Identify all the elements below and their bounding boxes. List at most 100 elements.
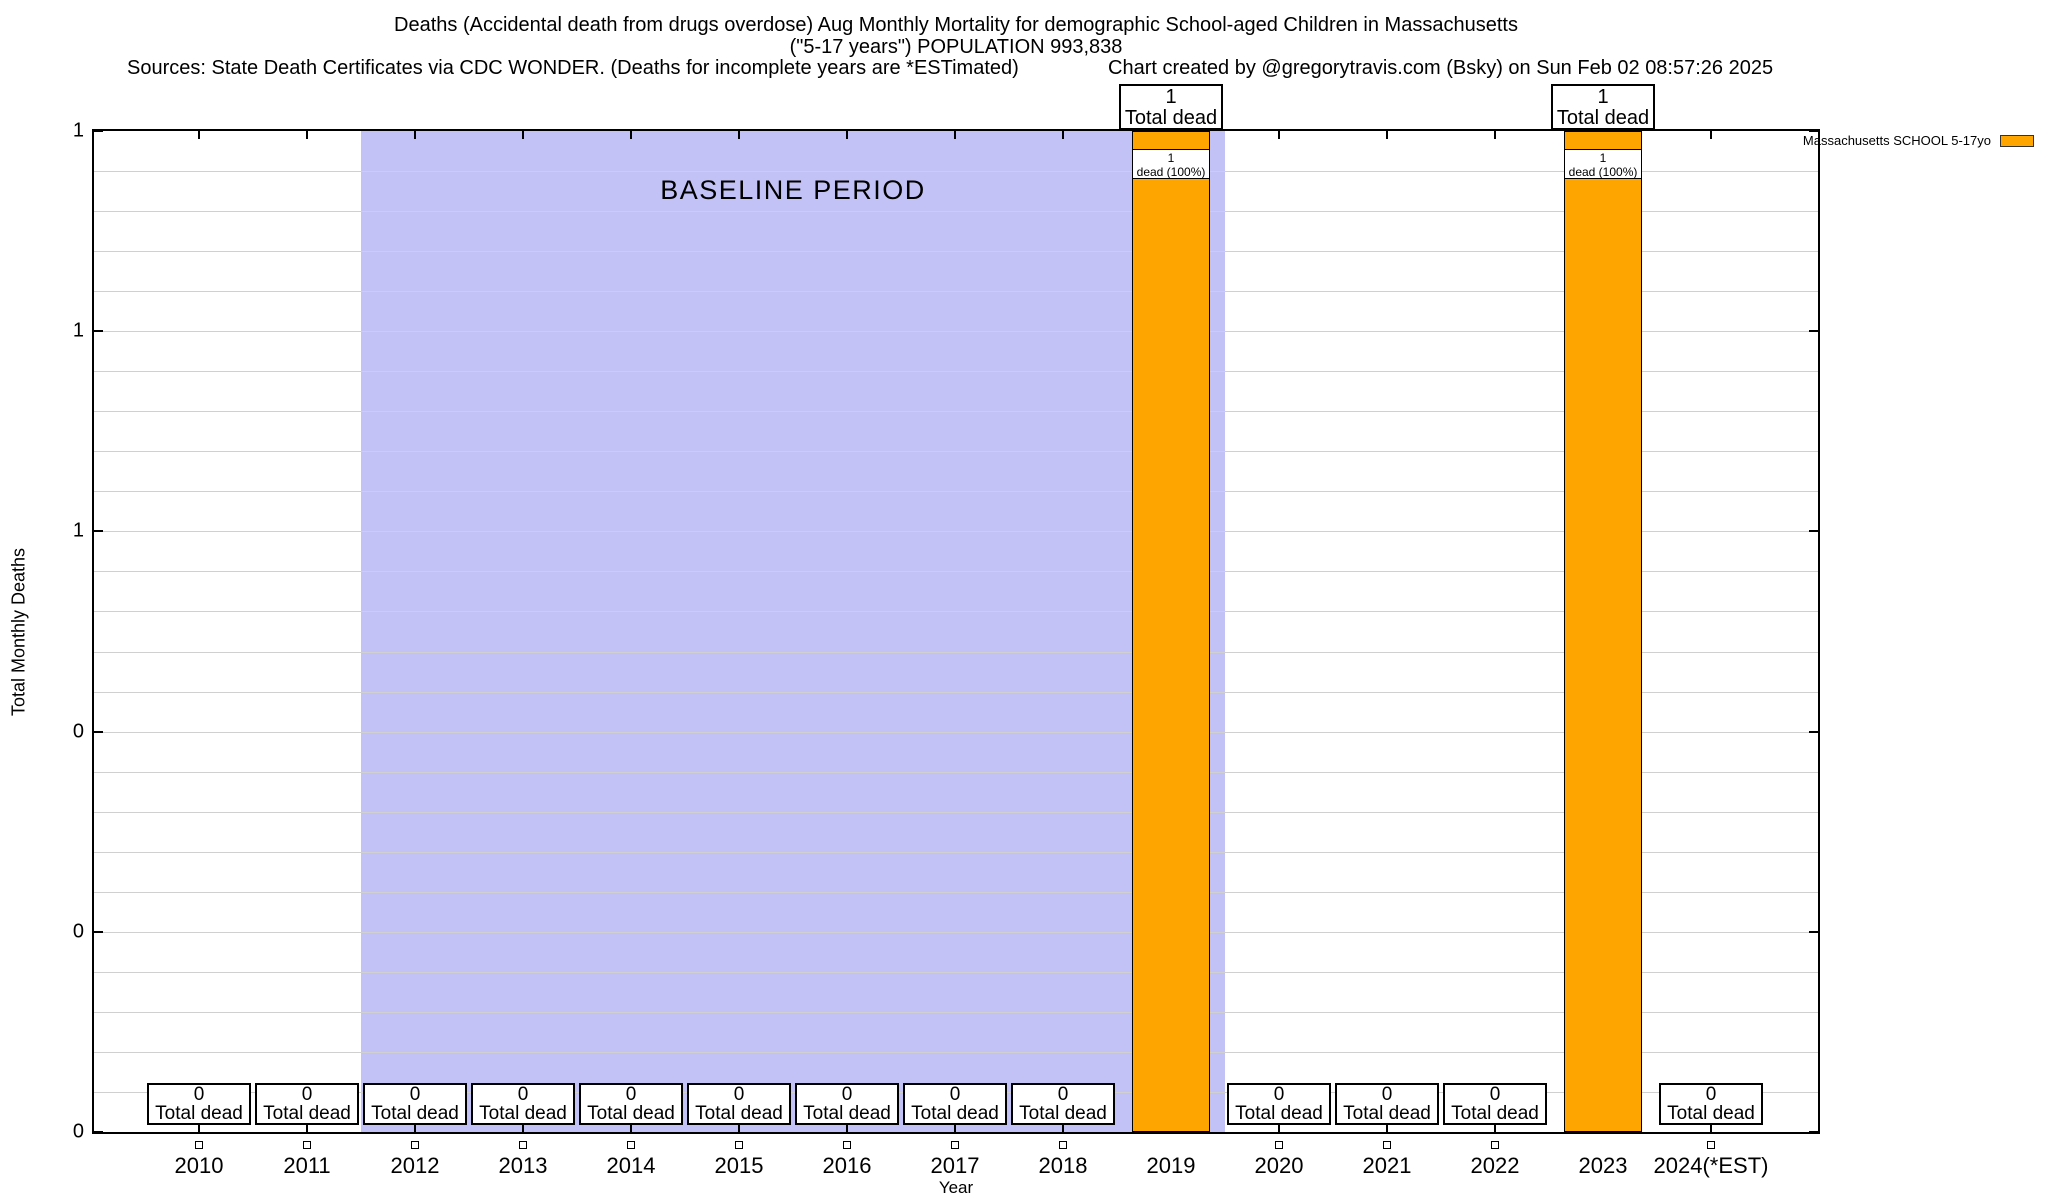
- zero-dead-label: Total dead: [263, 1103, 351, 1124]
- zero-dead-count: 0: [1273, 1084, 1285, 1105]
- y-gridline: [94, 411, 1818, 413]
- x-tick-top: [630, 131, 632, 139]
- zero-dead-label: Total dead: [911, 1103, 999, 1124]
- baseline-period-label: BASELINE PERIOD: [660, 175, 926, 205]
- y-major-tick-left: [94, 1131, 103, 1133]
- y-gridline: [94, 811, 1818, 813]
- x-tick-top: [846, 131, 848, 139]
- zero-dead-label: Total dead: [1235, 1103, 1323, 1124]
- y-major-tick-left: [94, 930, 103, 933]
- zero-dead-count: 0: [193, 1084, 205, 1105]
- zero-dead-box: 0 Total dead: [1227, 1083, 1331, 1125]
- zero-dead-label: Total dead: [371, 1103, 459, 1124]
- y-gridline: [94, 1051, 1818, 1053]
- data-point-marker-icon: [627, 1141, 635, 1149]
- x-tick-top: [198, 131, 200, 139]
- y-gridline: [94, 171, 1818, 173]
- y-gridline: [94, 891, 1818, 893]
- y-major-tick-left: [94, 730, 103, 733]
- x-tick-label: 2017: [930, 1153, 980, 1178]
- x-tick-label: 2014: [606, 1153, 656, 1178]
- x-tick-connector: [954, 1124, 956, 1132]
- x-tick-top: [306, 131, 308, 139]
- x-tick-label: 2019: [1146, 1153, 1196, 1178]
- zero-dead-count: 0: [1705, 1084, 1717, 1105]
- x-tick-connector: [1278, 1124, 1280, 1132]
- baseline-period-region: BASELINE PERIOD: [361, 131, 1225, 1132]
- mortality-bar: 1 dead (100%): [1564, 131, 1642, 1132]
- zero-dead-box: 0 Total dead: [147, 1083, 251, 1125]
- x-tick-connector: [630, 1124, 632, 1132]
- zero-dead-box: 0 Total dead: [1335, 1083, 1439, 1125]
- y-gridline: [94, 931, 1818, 933]
- credit-note: Chart created by @gregorytravis.com (Bsk…: [1108, 57, 1774, 79]
- y-major-tick-right: [1809, 530, 1818, 533]
- y-major-tick-left: [94, 330, 103, 333]
- zero-dead-label: Total dead: [479, 1103, 567, 1124]
- zero-dead-label: Total dead: [587, 1103, 675, 1124]
- x-tick-top: [1278, 131, 1280, 139]
- zero-dead-label: Total dead: [695, 1103, 783, 1124]
- total-dead-box: 1 Total dead: [1119, 84, 1223, 130]
- y-gridline: [94, 331, 1818, 333]
- zero-dead-box: 0 Total dead: [579, 1083, 683, 1125]
- zero-dead-count: 0: [517, 1084, 529, 1105]
- y-gridline: [94, 691, 1818, 693]
- x-tick-connector: [846, 1124, 848, 1132]
- x-tick-connector: [414, 1124, 416, 1132]
- x-tick-label: 2010: [174, 1153, 224, 1178]
- y-gridline: [94, 251, 1818, 253]
- x-tick-label: 2020: [1254, 1153, 1304, 1178]
- x-tick-top: [954, 131, 956, 139]
- y-gridline: [94, 731, 1818, 733]
- zero-dead-box: 0 Total dead: [687, 1083, 791, 1125]
- data-point-marker-icon: [1383, 1141, 1391, 1149]
- total-dead-box: 1 Total dead: [1551, 84, 1655, 130]
- zero-dead-box: 0 Total dead: [471, 1083, 575, 1125]
- x-tick-connector: [1062, 1124, 1064, 1132]
- legend: Massachusetts SCHOOL 5-17yo: [1803, 133, 2034, 148]
- x-tick-label: 2013: [498, 1153, 548, 1178]
- x-tick-top: [522, 131, 524, 139]
- y-tick-label: 0: [72, 920, 84, 943]
- x-tick-connector: [1386, 1124, 1388, 1132]
- zero-dead-count: 0: [949, 1084, 961, 1105]
- y-gridline: [94, 851, 1818, 853]
- x-tick-label: 2015: [714, 1153, 764, 1178]
- x-tick-label: 2012: [390, 1153, 440, 1178]
- data-point-marker-icon: [303, 1141, 311, 1149]
- x-tick-connector: [198, 1124, 200, 1132]
- x-tick-connector: [1494, 1124, 1496, 1132]
- mortality-bar: 1 dead (100%): [1132, 131, 1210, 1132]
- y-major-tick-right: [1809, 330, 1818, 333]
- y-gridline: [94, 771, 1818, 773]
- bar-death-caption: dead (100%): [1136, 165, 1206, 179]
- zero-dead-box: 0 Total dead: [795, 1083, 899, 1125]
- x-tick-connector: [522, 1124, 524, 1132]
- sources-note: Sources: State Death Certificates via CD…: [127, 57, 1019, 79]
- zero-dead-count: 0: [841, 1084, 853, 1105]
- x-tick-top: [1494, 131, 1496, 139]
- zero-dead-count: 0: [1381, 1084, 1393, 1105]
- bar-death-count: 1: [1599, 151, 1607, 165]
- y-major-tick-right: [1809, 930, 1818, 933]
- y-major-tick-right: [1809, 130, 1818, 132]
- zero-dead-box: 0 Total dead: [1443, 1083, 1547, 1125]
- data-point-marker-icon: [195, 1141, 203, 1149]
- legend-label: Massachusetts SCHOOL 5-17yo: [1802, 133, 1991, 148]
- y-tick-label: 1: [72, 319, 84, 342]
- x-tick-top: [1710, 131, 1712, 139]
- y-gridline: [94, 491, 1818, 493]
- total-dead-label: Total dead: [1556, 107, 1650, 129]
- y-major-tick-right: [1809, 730, 1818, 733]
- chart-subtitle: ("5-17 years") POPULATION 993,838: [789, 36, 1123, 58]
- total-dead-count: 1: [1165, 86, 1177, 108]
- zero-dead-box: 0 Total dead: [903, 1083, 1007, 1125]
- x-tick-top: [1386, 131, 1388, 139]
- y-gridline: [94, 371, 1818, 373]
- x-tick-connector: [1710, 1124, 1712, 1132]
- y-gridline: [94, 971, 1818, 973]
- y-tick-label: 0: [72, 720, 84, 743]
- x-tick-connector: [738, 1124, 740, 1132]
